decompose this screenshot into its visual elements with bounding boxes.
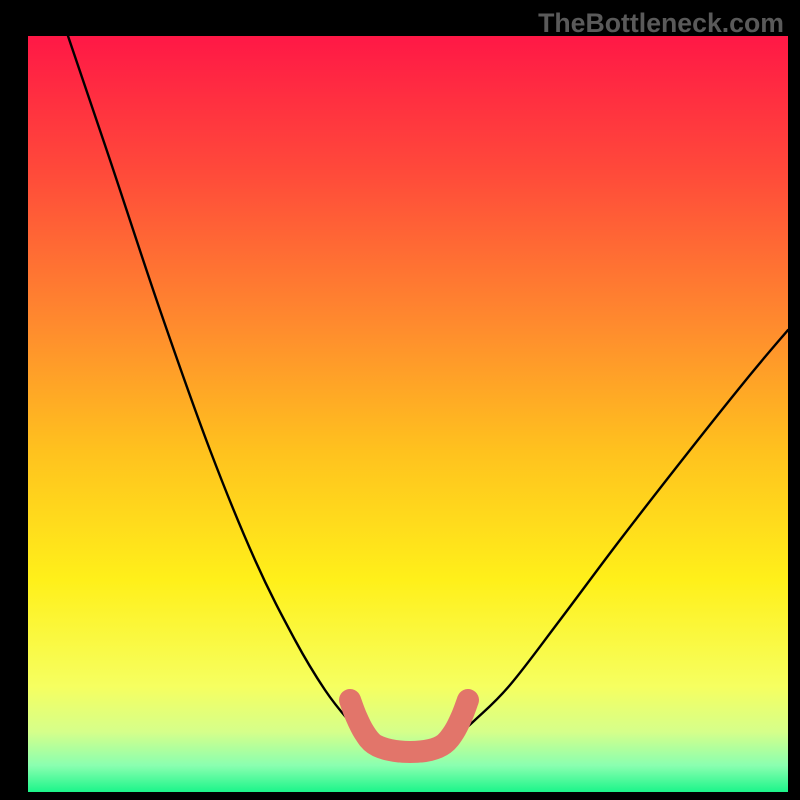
plot-area xyxy=(28,36,788,792)
curve-layer xyxy=(28,36,788,792)
watermark-text: TheBottleneck.com xyxy=(538,8,784,39)
left-curve xyxy=(68,36,368,740)
chart-frame: TheBottleneck.com xyxy=(0,0,800,800)
dip-highlight xyxy=(350,700,468,752)
right-curve xyxy=(452,330,788,740)
